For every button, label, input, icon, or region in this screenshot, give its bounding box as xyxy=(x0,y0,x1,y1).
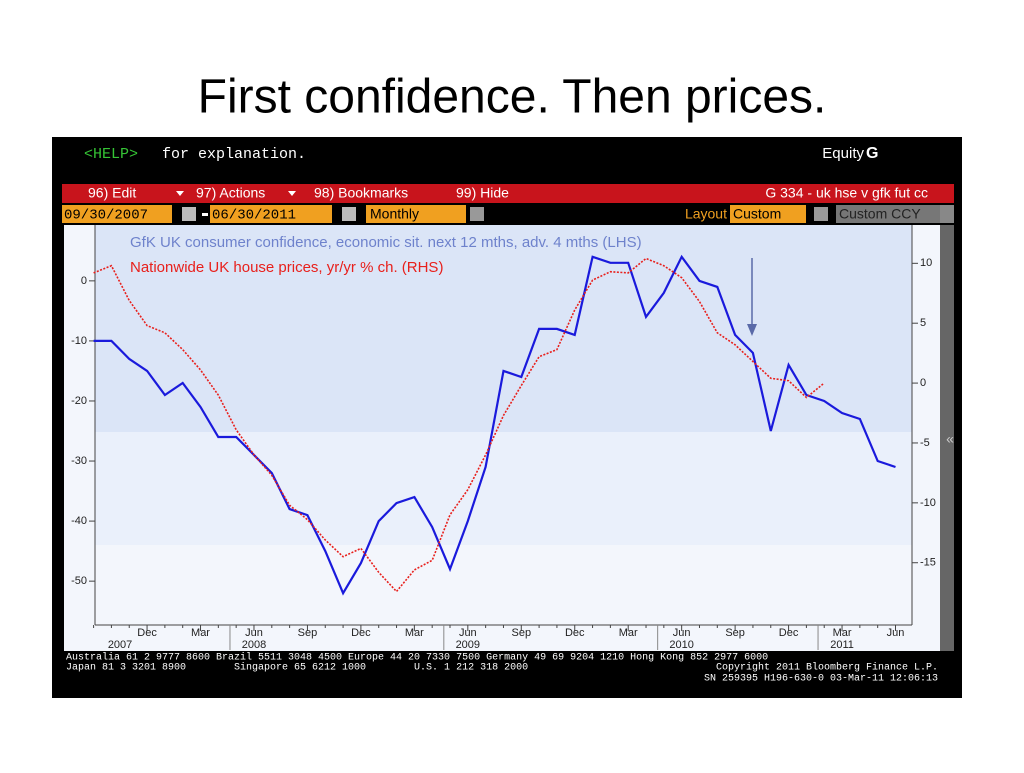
y2-tick-label: 10 xyxy=(920,257,932,269)
dropdown[interactable] xyxy=(470,207,484,221)
x-tick-label: Sep xyxy=(511,627,531,639)
menu-item[interactable]: 97) Actions xyxy=(196,185,265,201)
footer-line: Copyright 2011 Bloomberg Finance L.P. xyxy=(716,662,938,674)
dropdown-arrow xyxy=(176,191,184,196)
arrowhead xyxy=(747,324,757,336)
layout[interactable]: Custom xyxy=(733,206,781,222)
x-tick-label: Jun xyxy=(245,627,263,639)
legend-entry: GfK UK consumer confidence, economic sit… xyxy=(130,234,642,251)
x-tick-label: Dec xyxy=(565,627,585,639)
x-year-label: 2011 xyxy=(830,639,854,651)
x-tick-label: Mar xyxy=(405,627,424,639)
series-line xyxy=(93,254,896,596)
dropdown[interactable] xyxy=(814,207,828,221)
footer-line: Australia 61 2 9777 8600 Brazil 5511 304… xyxy=(66,652,768,664)
y-tick-label: -20 xyxy=(71,395,87,407)
y-tick-label: -10 xyxy=(71,335,87,347)
menu-item[interactable]: 96) Edit xyxy=(88,185,136,201)
dropdown[interactable] xyxy=(940,205,954,223)
calendar-icon[interactable] xyxy=(182,207,196,221)
y2-tick-label: -5 xyxy=(920,437,930,449)
x-tick-label: Dec xyxy=(779,627,799,639)
y-tick-label: 0 xyxy=(81,275,87,287)
dropdown-arrow xyxy=(288,191,296,196)
slide-title: First confidence. Then prices. xyxy=(198,71,827,124)
x-tick-label: Sep xyxy=(298,627,318,639)
y-tick-label: -30 xyxy=(71,455,87,467)
y2-tick-label: 0 xyxy=(920,377,926,389)
end-date[interactable]: 06/30/2011 xyxy=(212,208,296,224)
market: Equity xyxy=(822,145,864,162)
y2-tick-label: 5 xyxy=(920,317,926,329)
x-tick-label: Jun xyxy=(887,627,905,639)
start-date-box[interactable] xyxy=(62,205,172,223)
period-box[interactable] xyxy=(366,205,466,223)
x-tick-label: Mar xyxy=(833,627,852,639)
y2-tick-label: -15 xyxy=(920,557,936,569)
x-tick-label: Mar xyxy=(619,627,638,639)
market-key[interactable]: G xyxy=(866,145,878,162)
x-tick-label: Dec xyxy=(351,627,371,639)
y2-tick-label: -10 xyxy=(920,497,936,509)
x-tick-label: Sep xyxy=(725,627,745,639)
currency-box[interactable] xyxy=(836,205,940,223)
help-text: for explanation. xyxy=(162,146,306,163)
period[interactable]: Monthly xyxy=(370,206,419,222)
dash xyxy=(202,213,208,216)
scrollbar[interactable] xyxy=(940,225,954,651)
start-date[interactable]: 09/30/2007 xyxy=(64,208,148,224)
x-year-label: 2009 xyxy=(456,639,480,651)
layout-label: Layout xyxy=(685,206,727,222)
end-date-box[interactable] xyxy=(210,205,332,223)
x-tick-label: Jun xyxy=(673,627,691,639)
menu-bar xyxy=(62,184,954,203)
legend-entry: Nationwide UK house prices, yr/yr % ch. … xyxy=(130,259,443,276)
x-tick-label: Mar xyxy=(191,627,210,639)
collapse-icon[interactable]: « xyxy=(946,431,954,447)
band xyxy=(95,432,912,545)
x-year-label: 2010 xyxy=(669,639,693,651)
menu-item[interactable]: 98) Bookmarks xyxy=(314,185,408,201)
menu: 96) Edit 97) Actions 98) Bookmarks 99) Hide xyxy=(88,185,509,201)
footer-line: Japan 81 3 3201 8900 Singapore 65 6212 1… xyxy=(66,662,528,674)
y-tick-label: -50 xyxy=(71,575,87,587)
footer-line: SN 259395 H196-630-0 03-Mar-11 12:06:13 xyxy=(704,674,938,685)
x-year-label: 2007 xyxy=(108,639,132,651)
help-key[interactable]: <HELP> xyxy=(84,146,138,163)
function-name: G 334 - uk hse v gfk fut cc xyxy=(765,185,928,201)
legend: GfK UK consumer confidence, economic sit… xyxy=(130,234,642,276)
x-tick-label: Jun xyxy=(459,627,477,639)
band xyxy=(95,225,912,432)
layout-box[interactable] xyxy=(730,205,806,223)
x-year-label: 2008 xyxy=(242,639,266,651)
footer: Australia 61 2 9777 8600 Brazil 5511 304… xyxy=(66,652,938,685)
series-line xyxy=(93,257,825,593)
menu-item[interactable]: 99) Hide xyxy=(456,185,509,201)
y-tick-label: -40 xyxy=(71,515,87,527)
currency[interactable]: Custom CCY xyxy=(839,206,921,222)
calendar-icon[interactable] xyxy=(342,207,356,221)
x-tick-label: Dec xyxy=(137,627,157,639)
